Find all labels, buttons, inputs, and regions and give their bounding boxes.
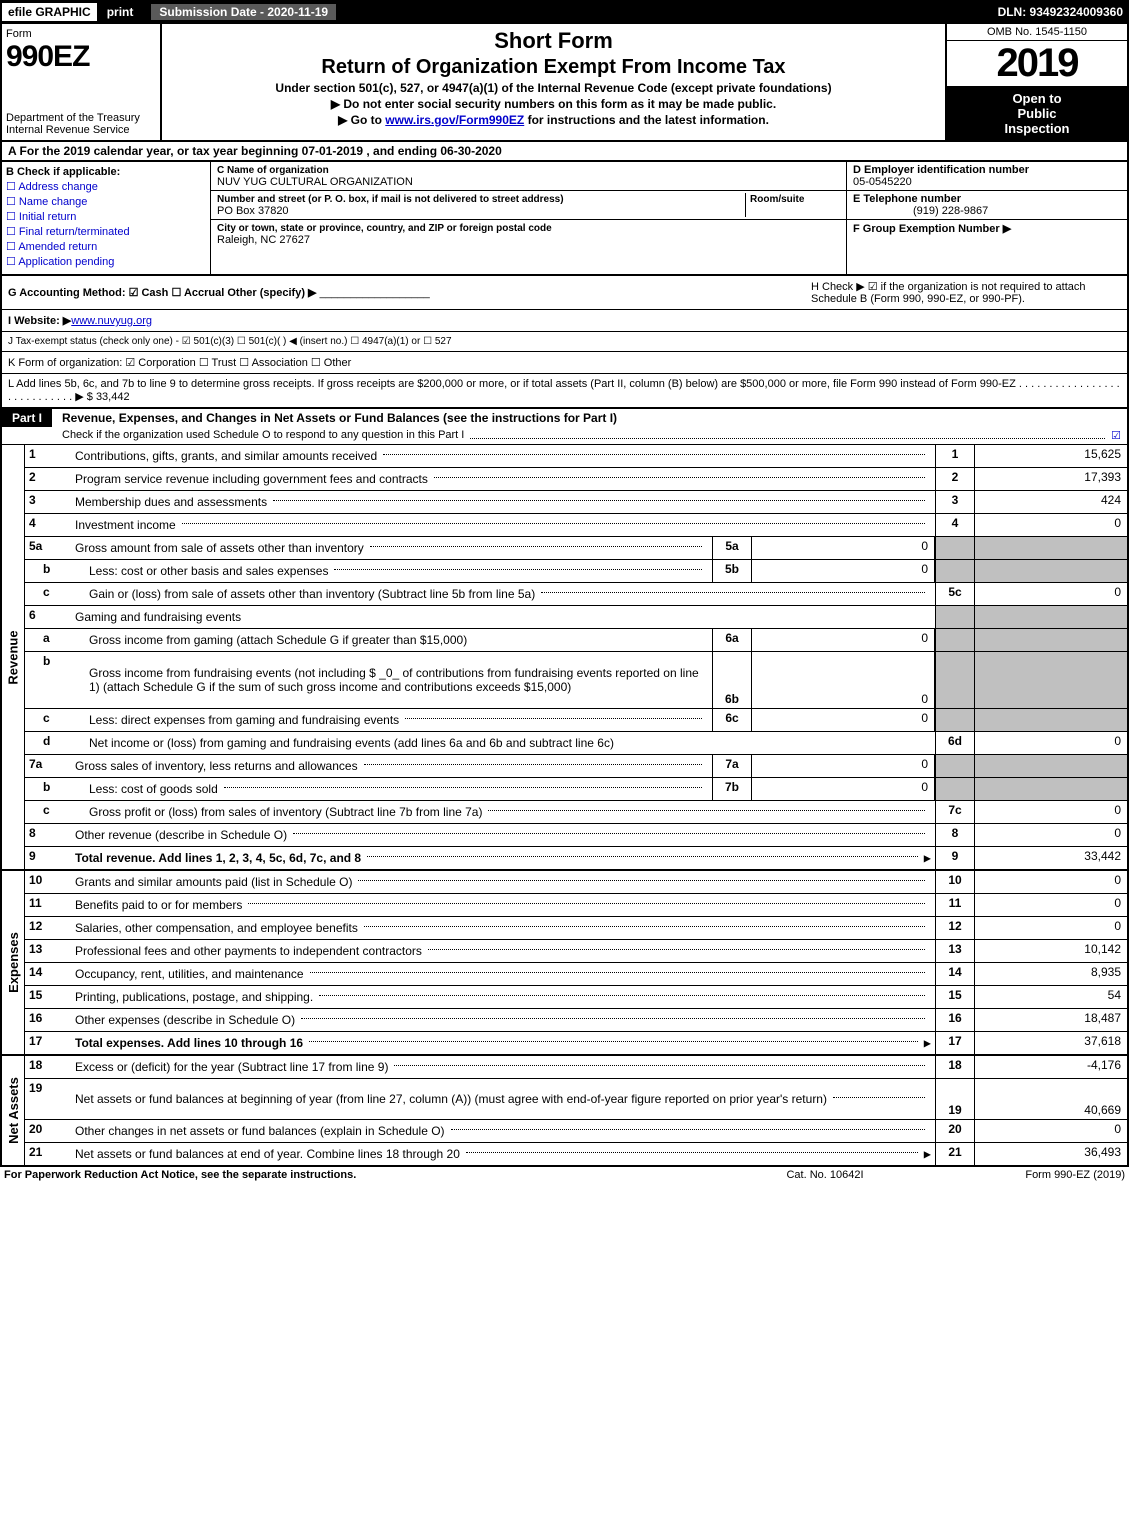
- grp-label: F Group Exemption Number ▶: [853, 223, 1011, 235]
- irs-link[interactable]: www.irs.gov/Form990EZ: [385, 113, 524, 127]
- footer-left: For Paperwork Reduction Act Notice, see …: [4, 1169, 725, 1181]
- line-3: 3 Membership dues and assessments 3 424: [25, 490, 1127, 513]
- tax-year-period: A For the 2019 calendar year, or tax yea…: [0, 142, 1129, 162]
- line-j: J Tax-exempt status (check only one) - ☑…: [8, 336, 1121, 347]
- line-9: 9 Total revenue. Add lines 1, 2, 3, 4, 5…: [25, 846, 1127, 869]
- chk-address-change[interactable]: ☐ Address change: [6, 180, 206, 193]
- revenue-side-label: Revenue: [2, 445, 25, 869]
- org-name-label: C Name of organization: [217, 165, 329, 176]
- line-l: L Add lines 5b, 6c, and 7b to line 9 to …: [8, 378, 1121, 403]
- line-13: 13 Professional fees and other payments …: [25, 939, 1127, 962]
- footer-form: Form 990-EZ (2019): [925, 1169, 1125, 1181]
- line-h: H Check ▶ ☑ if the organization is not r…: [803, 280, 1121, 305]
- chk-initial-return[interactable]: ☐ Initial return: [6, 210, 206, 223]
- line-6c: c Less: direct expenses from gaming and …: [25, 708, 1127, 731]
- expenses-side-label: Expenses: [2, 871, 25, 1054]
- box-b: B Check if applicable: ☐ Address change …: [2, 162, 211, 274]
- top-bar: efile GRAPHIC print Submission Date - 20…: [0, 0, 1129, 24]
- meta-section: G Accounting Method: ☑ Cash ☐ Accrual Ot…: [0, 276, 1129, 409]
- line-12: 12 Salaries, other compensation, and emp…: [25, 916, 1127, 939]
- line-5b: b Less: cost or other basis and sales ex…: [25, 559, 1127, 582]
- line-4: 4 Investment income 4 0: [25, 513, 1127, 536]
- line-6b: b Gross income from fundraising events (…: [25, 651, 1127, 708]
- website-link[interactable]: www.nuvyug.org: [71, 315, 152, 327]
- efile-badge: efile GRAPHIC: [2, 3, 97, 21]
- tel-label: E Telephone number: [853, 193, 961, 205]
- tax-year: 2019: [947, 41, 1127, 87]
- line-19: 19 Net assets or fund balances at beginn…: [25, 1078, 1127, 1119]
- department: Department of the Treasury Internal Reve…: [6, 112, 156, 136]
- line-17: 17 Total expenses. Add lines 10 through …: [25, 1031, 1127, 1054]
- line-11: 11 Benefits paid to or for members 11 0: [25, 893, 1127, 916]
- box-b-title: B Check if applicable:: [6, 166, 206, 178]
- org-name: NUV YUG CULTURAL ORGANIZATION: [217, 176, 413, 188]
- goto-instructions: ▶ Go to www.irs.gov/Form990EZ for instru…: [172, 113, 935, 127]
- line-16: 16 Other expenses (describe in Schedule …: [25, 1008, 1127, 1031]
- line-14: 14 Occupancy, rent, utilities, and maint…: [25, 962, 1127, 985]
- room-label: Room/suite: [750, 194, 804, 205]
- line-g: G Accounting Method: ☑ Cash ☐ Accrual Ot…: [8, 286, 803, 299]
- part1-check-text: Check if the organization used Schedule …: [62, 429, 464, 442]
- under-section: Under section 501(c), 527, or 4947(a)(1)…: [172, 81, 935, 95]
- dln: DLN: 93492324009360: [998, 5, 1129, 19]
- line-18: 18 Excess or (deficit) for the year (Sub…: [25, 1056, 1127, 1078]
- part1-title: Revenue, Expenses, and Changes in Net As…: [62, 411, 617, 425]
- chk-name-change[interactable]: ☐ Name change: [6, 195, 206, 208]
- street-label: Number and street (or P. O. box, if mail…: [217, 194, 564, 205]
- ein-label: D Employer identification number: [853, 164, 1029, 176]
- netassets-section: Net Assets 18 Excess or (deficit) for th…: [0, 1056, 1129, 1167]
- line-k: K Form of organization: ☑ Corporation ☐ …: [8, 356, 1121, 369]
- line-7c: c Gross profit or (loss) from sales of i…: [25, 800, 1127, 823]
- tel: (919) 228-9867: [853, 205, 988, 217]
- line-5c: c Gain or (loss) from sale of assets oth…: [25, 582, 1127, 605]
- chk-amended-return[interactable]: ☐ Amended return: [6, 240, 206, 253]
- line-20: 20 Other changes in net assets or fund b…: [25, 1119, 1127, 1142]
- expenses-section: Expenses 10 Grants and similar amounts p…: [0, 871, 1129, 1056]
- ssn-warning: ▶ Do not enter social security numbers o…: [172, 97, 935, 111]
- line-15: 15 Printing, publications, postage, and …: [25, 985, 1127, 1008]
- return-title: Return of Organization Exempt From Incom…: [172, 56, 935, 79]
- header-right: OMB No. 1545-1150 2019 Open to Public In…: [945, 24, 1127, 140]
- city-label: City or town, state or province, country…: [217, 223, 552, 234]
- line-5a: 5a Gross amount from sale of assets othe…: [25, 536, 1127, 559]
- line-6d: d Net income or (loss) from gaming and f…: [25, 731, 1127, 754]
- short-form-title: Short Form: [172, 28, 935, 54]
- entity-info: B Check if applicable: ☐ Address change …: [0, 162, 1129, 276]
- footer-cat: Cat. No. 10642I: [725, 1169, 925, 1181]
- ein: 05-0545220: [853, 176, 912, 188]
- print-link[interactable]: print: [97, 3, 144, 21]
- line-10: 10 Grants and similar amounts paid (list…: [25, 871, 1127, 893]
- page-footer: For Paperwork Reduction Act Notice, see …: [0, 1167, 1129, 1183]
- submission-date: Submission Date - 2020-11-19: [149, 2, 338, 22]
- chk-final-return[interactable]: ☐ Final return/terminated: [6, 225, 206, 238]
- line-7a: 7a Gross sales of inventory, less return…: [25, 754, 1127, 777]
- line-2: 2 Program service revenue including gove…: [25, 467, 1127, 490]
- revenue-section: Revenue 1 Contributions, gifts, grants, …: [0, 445, 1129, 871]
- part1-label: Part I: [2, 409, 52, 427]
- city: Raleigh, NC 27627: [217, 234, 310, 246]
- omb-number: OMB No. 1545-1150: [947, 24, 1127, 41]
- line-i: I Website: ▶www.nuvyug.org: [8, 314, 1121, 327]
- line-6a: a Gross income from gaming (attach Sched…: [25, 628, 1127, 651]
- netassets-side-label: Net Assets: [2, 1056, 25, 1165]
- street: PO Box 37820: [217, 205, 289, 217]
- part1-check-mark[interactable]: ☑: [1111, 429, 1121, 442]
- header-center: Short Form Return of Organization Exempt…: [162, 24, 945, 140]
- box-c: C Name of organization NUV YUG CULTURAL …: [211, 162, 846, 274]
- line-7b: b Less: cost of goods sold 7b 0: [25, 777, 1127, 800]
- part1-header: Part I Revenue, Expenses, and Changes in…: [0, 409, 1129, 445]
- form-header: Form 990EZ Department of the Treasury In…: [0, 24, 1129, 142]
- line-21: 21 Net assets or fund balances at end of…: [25, 1142, 1127, 1165]
- form-word: Form: [6, 28, 32, 40]
- chk-application-pending[interactable]: ☐ Application pending: [6, 255, 206, 268]
- open-to-public: Open to Public Inspection: [947, 87, 1127, 140]
- header-left: Form 990EZ Department of the Treasury In…: [2, 24, 162, 140]
- form-number: 990EZ: [6, 40, 89, 73]
- line-6: 6 Gaming and fundraising events: [25, 605, 1127, 628]
- box-def: D Employer identification number 05-0545…: [846, 162, 1127, 274]
- line-1: 1 Contributions, gifts, grants, and simi…: [25, 445, 1127, 467]
- line-8: 8 Other revenue (describe in Schedule O)…: [25, 823, 1127, 846]
